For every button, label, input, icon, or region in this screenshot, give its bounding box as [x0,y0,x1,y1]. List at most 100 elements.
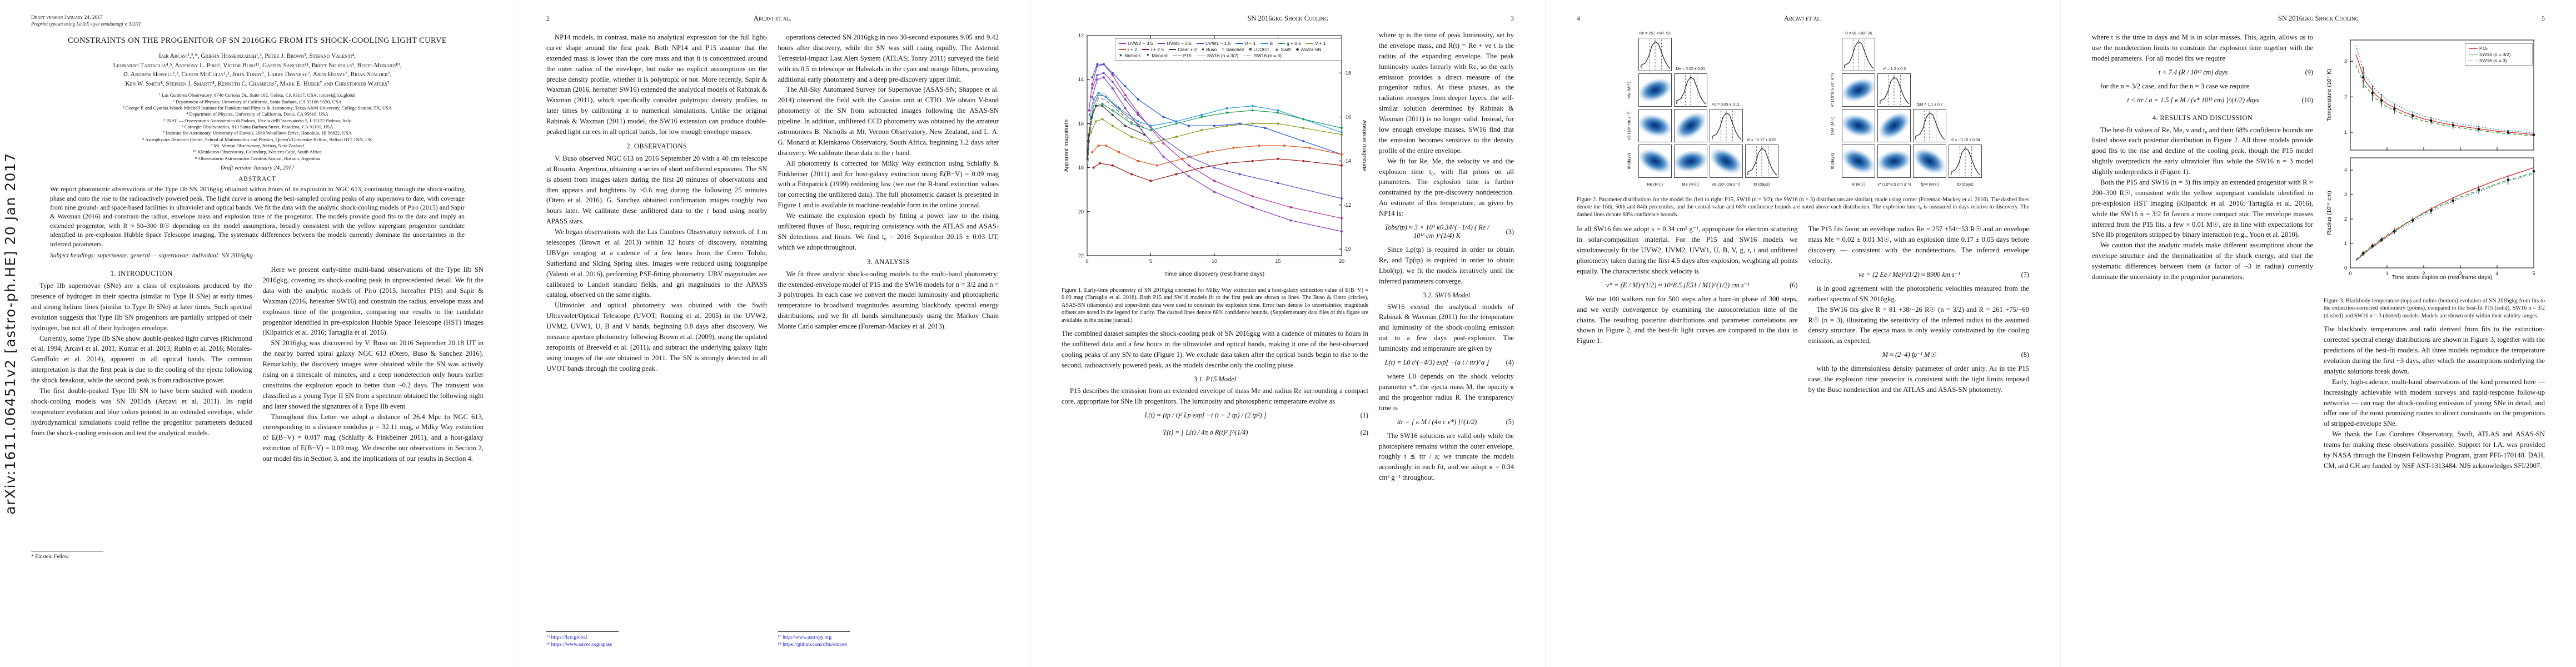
legend-swatch: ▼ [1145,53,1150,58]
text-line: Iair Arcavi¹,²,*, Griffin Hosseinzadeh¹,… [158,52,356,59]
svg-text:Absolute magnitude: Absolute magnitude [1361,120,1366,172]
density-blob [1638,145,1671,177]
density-blob [1842,110,1875,141]
equation: Tobs(tp) ≈ 3 × 10⁴ κ0.34^(−1/4) ( Re / 1… [1379,223,1514,240]
legend-swatch: ◆ [1296,47,1299,52]
footnote-link[interactable]: ¹⁵ https://lco.global [546,634,587,641]
text-line: ⁸ Astrophysics Research Centre, School o… [142,136,372,142]
legend-entry-model: P15 [1172,53,1192,58]
text-line: Leonardo Tartaglia⁴,⁵, Anthony L. Piro⁶,… [113,62,402,69]
svg-text:Time since explosion (rest-fra: Time since explosion (rest-frame days) [2392,274,2493,281]
legend-entry-band: UVM2 − 2.5 [1158,41,1192,46]
legend-entry-source: ▼ Monard [1146,53,1168,58]
paragraph: where t is the time in days and M is in … [2092,33,2313,62]
paragraph: We thank the Las Cumbres Observatory, Sw… [2324,430,2545,470]
legend-label: B [1269,41,1273,46]
page-3-column-left: The combined dataset samples the shock-c… [1062,328,1368,653]
page-5-columns: where t is the time in days and M is in … [2092,32,2545,648]
running-head: 4 Arcavi et al. [1577,14,2029,27]
corner-parameter-value: fρM = 1.1 ± 0.7 [1916,103,1943,107]
page-2-column-right: operations detected SN 2016gkg in two 30… [778,32,999,648]
paragraph: The SW16 solutions are valid only while … [1379,431,1514,482]
corner-x-label: t0 (days) [1753,182,1770,187]
paragraph: We use 100 walkers run for 500 steps aft… [1577,295,1798,345]
equation: v* ≡ (E / M)^(1/2) ≈ 10^8.5 (E51 / M1)^(… [1577,281,1798,290]
corner-parameter-value: t0 = −0.17 ± 0.05 [1747,138,1777,142]
svg-text:-10: -10 [1344,246,1351,252]
legend-swatch [2469,48,2478,49]
legend-label: LCOGT [1253,47,1270,52]
svg-text:Temperature (10⁴ K): Temperature (10⁴ K) [2326,69,2333,122]
paragraph: The P15 fits favor an envelope radius Re… [1808,225,2030,265]
equation-body: t < ttr / a = 1.5 [ κ M / (v* 10¹³ cm) ]… [2127,96,2259,104]
paragraph: V. Buso observed NGC 613 on 2016 Septemb… [546,154,768,226]
legend-swatch: ■ [1249,47,1252,52]
corner-histogram-panel [1877,73,1911,107]
legend-label: SW16 (n = 3) [2479,58,2507,63]
equation-body: M ≈ (2–4) fρ⁻¹ M☉ [1882,351,1936,359]
legend-swatch [2469,54,2478,55]
paragraph: Since Lp(tp) is required in order to obt… [1379,246,1514,285]
svg-text:4: 4 [2344,167,2347,173]
running-head-title: Arcavi et al. [1783,14,1822,22]
density-blob [1842,74,1875,106]
corner-x-label: Re (R☉) [1647,182,1663,187]
paragraph: Ultraviolet and optical photometry was o… [546,301,768,372]
corner-y-label: v9 (10⁹ cm s⁻¹) [1626,111,1632,140]
equation: M ≈ (2–4) fρ⁻¹ M☉ (8) [1808,351,2029,359]
corner-histogram-panel [1842,38,1876,71]
footnote-link[interactable]: ¹⁸ https://github.com/dfm/emcee [778,641,847,648]
svg-text:20: 20 [1339,258,1344,264]
corner-density-panel [1842,109,1876,142]
legend-swatch [1119,43,1126,44]
legend-entry-band: Clear + 2 [1169,47,1197,52]
page-5-column-right-text: The blackbody temperatures and radii der… [2324,324,2545,471]
page-1: arXiv:1611.06451v2 [astro-ph.HE] 20 Jan … [0,0,515,667]
text-line: ⁶ Carnegie Observatories, 813 Santa Barb… [181,124,333,130]
subsection-heading: 3.2. SW16 Model [1422,291,1471,299]
running-head: SN 2016gkg Shock Cooling 5 [2092,14,2545,27]
corner-y-label: v* (10^8.5 cm s⁻¹) [1830,73,1835,107]
paragraph: is in good agreement with the photospher… [1808,284,2030,303]
equation-body: T(t) = [ L(t) / 4π σ R(t)² ]^(1/4) [1163,428,1248,436]
corner-parameter-value: Re = 257 +54/−53 [1639,32,1671,36]
footnote-link[interactable]: ¹⁷ http://www.astropy.org [778,634,832,641]
legend-swatch [1158,43,1165,44]
paragraph: Type IIb supernovae (SNe) are a class of… [31,282,252,332]
text-line: ⁴ Department of Physics, University of C… [186,111,328,117]
svg-text:10: 10 [1212,258,1217,264]
svg-text:0: 0 [2349,271,2351,276]
legend-entry-band: g + 0.5 [1278,41,1301,46]
page-5-column-right: 1 2 3 Temperature (10⁴ K) 0 1 2 3 4 0 1 2 3 4 5 Radius … [2324,32,2545,648]
text-line: D. Andrew Howell¹,², Curtis McCully¹,², … [123,71,392,78]
svg-text:14: 14 [1078,77,1084,82]
density-blob [1674,147,1707,175]
footnote-link[interactable]: ¹⁶ https://www.aavso.org/apass [546,641,612,648]
equation: ttr = [ κ M / (4π c v*) ]^(1/2) (5) [1379,418,1514,426]
subject-headings: Subject headings: supernovae: general — … [50,252,253,260]
corner-density-panel [1842,73,1876,107]
legend-swatch [1169,49,1177,50]
equation-body: L(t) = (tp / t)² Lp exp[ −t (t + 2 tp) /… [1144,411,1267,419]
density-blob [1674,109,1707,142]
fig3-legend: P15 SW16 (n = 3/2) SW16 (n = 3) [2465,43,2533,66]
svg-text:2: 2 [2422,271,2425,276]
paragraph: The blackbody temperatures and radii der… [2324,325,2545,375]
paragraph: The SW16 fits give R = 81 +38/−26 R☉ (n … [1808,305,2030,345]
equation-body: L(t) = L0 t^(−4/3) exp[ −(a t / ttr)^α ] [1384,359,1489,367]
section-heading: 1. INTRODUCTION [110,270,173,278]
density-blob [1914,145,1946,177]
running-head: SN 2016gkg Shock Cooling 3 [1062,14,1514,27]
paragraph: The All-Sky Automated Survey for Superno… [778,86,999,157]
legend-entry-source: ▲ Swift [1274,47,1291,52]
legend-label: Buso [1206,47,1217,52]
legend-entry-band: UVW2 − 3.5 [1119,41,1153,46]
svg-text:3: 3 [2344,192,2347,197]
page-2-column-left: NP14 models, in contrast, make no analyt… [546,32,768,648]
affiliation-list: ¹ Las Cumbres Observatory, 6740 Cortona … [31,92,484,162]
legend-swatch [1278,43,1285,44]
density-blob [1878,109,1911,142]
legend-label: Sanchez [1226,47,1244,52]
equation-number: (4) [1506,359,1514,367]
